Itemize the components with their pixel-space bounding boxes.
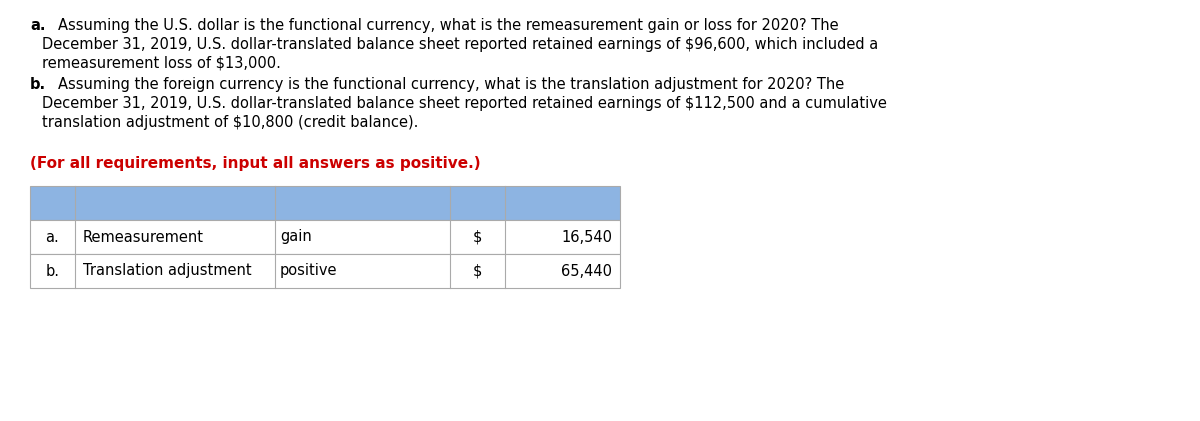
Text: b.: b.	[30, 77, 46, 92]
Text: $: $	[473, 264, 482, 279]
Text: a.: a.	[46, 229, 59, 245]
Text: 16,540: 16,540	[560, 229, 612, 245]
Text: 65,440: 65,440	[560, 264, 612, 279]
Bar	[30, 186, 620, 220]
Text: a.: a.	[30, 18, 46, 33]
Text: gain: gain	[280, 229, 312, 245]
Text: Translation adjustment: Translation adjustment	[83, 264, 252, 279]
Text: Assuming the foreign currency is the functional currency, what is the translatio: Assuming the foreign currency is the fun…	[58, 77, 845, 92]
Text: translation adjustment of $10,800 (credit balance).: translation adjustment of $10,800 (credi…	[42, 115, 419, 130]
Bar	[30, 220, 620, 254]
Text: December 31, 2019, U.S. dollar-translated balance sheet reported retained earnin: December 31, 2019, U.S. dollar-translate…	[42, 37, 878, 52]
Text: positive: positive	[280, 264, 337, 279]
Text: Remeasurement: Remeasurement	[83, 229, 204, 245]
Text: $: $	[473, 229, 482, 245]
Bar	[30, 254, 620, 288]
Text: December 31, 2019, U.S. dollar-translated balance sheet reported retained earnin: December 31, 2019, U.S. dollar-translate…	[42, 96, 887, 111]
Text: remeasurement loss of $13,000.: remeasurement loss of $13,000.	[42, 56, 281, 71]
Text: Assuming the U.S. dollar is the functional currency, what is the remeasurement g: Assuming the U.S. dollar is the function…	[58, 18, 839, 33]
Text: b.: b.	[46, 264, 60, 279]
Text: (For all requirements, input all answers as positive.): (For all requirements, input all answers…	[30, 156, 481, 171]
